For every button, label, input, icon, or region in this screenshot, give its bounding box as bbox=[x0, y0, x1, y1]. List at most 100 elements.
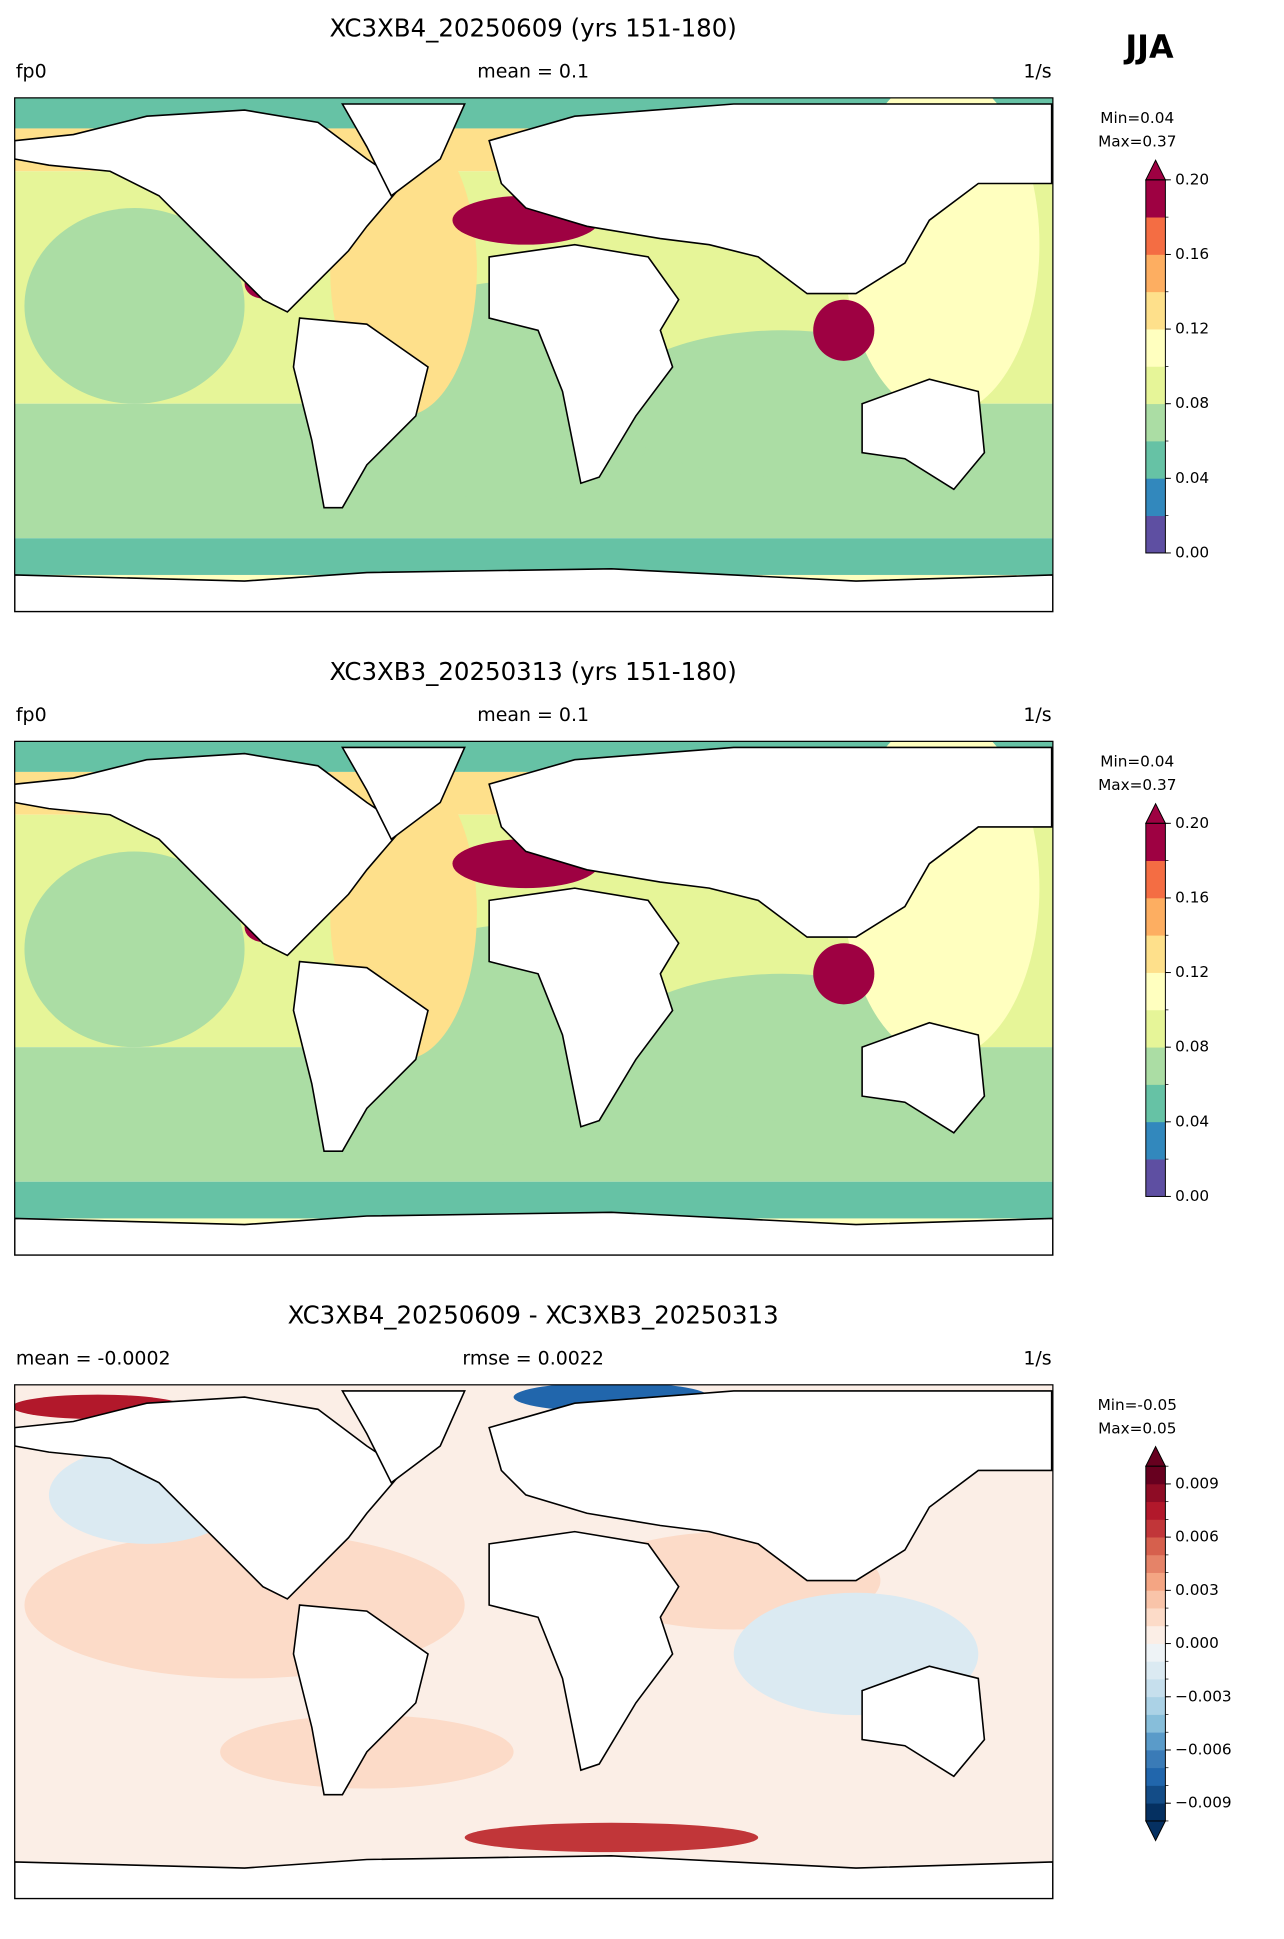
colorbar-tick-label: 0.006 bbox=[1175, 1528, 1219, 1546]
colorbar-segment bbox=[1145, 515, 1166, 554]
colorbar-segment bbox=[1145, 1466, 1166, 1485]
colorbar-segment bbox=[1145, 254, 1166, 293]
colorbar-segment bbox=[1145, 217, 1166, 255]
left-label: fp0 bbox=[16, 61, 47, 83]
colorbar-segment bbox=[1145, 1047, 1166, 1085]
colorbar-tick-label: 0.12 bbox=[1175, 963, 1209, 981]
colorbar-tick-label: 0.04 bbox=[1175, 469, 1209, 487]
right-label: 1/s bbox=[1023, 704, 1051, 726]
colorbar-tick-label: 0.009 bbox=[1175, 1474, 1219, 1492]
colorbar-segment bbox=[1145, 329, 1166, 367]
colorbar-tick-label: 0.00 bbox=[1175, 1187, 1209, 1205]
colorbar-tick-label: 0.16 bbox=[1175, 245, 1209, 263]
map bbox=[14, 97, 1054, 613]
field bbox=[14, 1384, 1053, 1899]
landmass bbox=[14, 1211, 1053, 1256]
colorbar-segment bbox=[1145, 1009, 1166, 1048]
landmass bbox=[14, 568, 1053, 612]
field bbox=[14, 741, 1053, 1256]
field-patch bbox=[24, 851, 245, 1048]
landmass bbox=[488, 103, 1053, 295]
stat-min: Min=0.04 bbox=[1100, 109, 1174, 127]
left-label: fp0 bbox=[16, 704, 47, 726]
colorbar-tick-label: −0.003 bbox=[1175, 1687, 1231, 1705]
stat-min: Min=0.04 bbox=[1100, 753, 1174, 771]
colorbar-segment bbox=[1145, 1501, 1166, 1520]
map bbox=[14, 1384, 1054, 1900]
map bbox=[14, 740, 1054, 1256]
colorbar-segment bbox=[1145, 1121, 1166, 1160]
landmass bbox=[292, 317, 429, 509]
colorbar-tick-label: 0.12 bbox=[1175, 320, 1209, 338]
landmass bbox=[14, 1396, 405, 1600]
stat-min: Min=-0.05 bbox=[1098, 1396, 1177, 1414]
field-patch bbox=[813, 299, 875, 361]
center-label: rmse = 0.0022 bbox=[462, 1348, 604, 1370]
colorbar-segment bbox=[1145, 897, 1166, 936]
colorbar-tick-label: 0.000 bbox=[1175, 1634, 1219, 1652]
panel-title: XC3XB3_20250313 (yrs 151-180) bbox=[329, 657, 736, 686]
landmass bbox=[861, 378, 986, 491]
colorbar-tick-label: 0.20 bbox=[1175, 814, 1209, 832]
map-frame bbox=[14, 740, 1054, 1256]
colorbar-segment bbox=[1145, 1803, 1166, 1822]
landmass bbox=[14, 1855, 1053, 1899]
colorbar-tick-label: 0.16 bbox=[1175, 888, 1209, 906]
colorbar-segment bbox=[1145, 1084, 1166, 1123]
map-frame bbox=[14, 1384, 1054, 1900]
colorbar-segment bbox=[1145, 935, 1166, 973]
panel-title: XC3XB4_20250609 - XC3XB3_20250313 bbox=[288, 1300, 779, 1329]
colorbar-segment bbox=[1145, 1590, 1166, 1609]
colorbar-tick-label: −0.006 bbox=[1175, 1740, 1231, 1758]
center-label: mean = 0.1 bbox=[477, 61, 589, 83]
landmass bbox=[341, 103, 466, 197]
landmass bbox=[488, 1390, 1053, 1582]
field-band bbox=[14, 538, 1053, 575]
field-patch bbox=[813, 943, 875, 1005]
colorbar-segment bbox=[1145, 1554, 1166, 1573]
colorbar-segment bbox=[1145, 823, 1166, 861]
landmass bbox=[488, 1530, 680, 1772]
season-label: JJA bbox=[1123, 29, 1174, 66]
colorbar-segment bbox=[1145, 1732, 1166, 1751]
colorbar-tick-label: 0.04 bbox=[1175, 1112, 1209, 1130]
colorbar-segment bbox=[1145, 1696, 1166, 1715]
stat-max: Max=0.37 bbox=[1098, 776, 1176, 794]
colorbar-segment bbox=[1145, 1483, 1166, 1503]
colorbar-frame bbox=[1145, 1465, 1166, 1822]
colorbar-segment bbox=[1145, 291, 1166, 330]
colorbar-segment bbox=[1145, 1625, 1166, 1644]
colorbar-segment bbox=[1145, 860, 1166, 899]
colorbar-extend-max bbox=[1145, 159, 1167, 181]
stat-max: Max=0.37 bbox=[1098, 132, 1176, 150]
landmass bbox=[292, 960, 429, 1152]
field-band bbox=[14, 1181, 1053, 1219]
colorbar-segment bbox=[1145, 179, 1166, 218]
colorbar-segment bbox=[1145, 1519, 1166, 1538]
colorbar-segment bbox=[1145, 1537, 1166, 1556]
colorbar-segment bbox=[1145, 1572, 1166, 1591]
colorbar-tick-label: 0.003 bbox=[1175, 1581, 1219, 1599]
colorbar-segment bbox=[1145, 478, 1166, 517]
field bbox=[14, 97, 1053, 612]
center-label: mean = 0.1 bbox=[477, 704, 589, 726]
colorbar-segment bbox=[1145, 366, 1166, 405]
colorbar-tick-label: 0.20 bbox=[1175, 170, 1209, 188]
panel-title: XC3XB4_20250609 (yrs 151-180) bbox=[329, 13, 736, 42]
landmass bbox=[861, 1665, 986, 1778]
colorbar-segment bbox=[1145, 1661, 1166, 1680]
colorbar-segment bbox=[1145, 441, 1166, 479]
colorbar-tick-label: 0.08 bbox=[1175, 394, 1209, 412]
landmass bbox=[14, 109, 405, 313]
stat-max: Max=0.05 bbox=[1098, 1419, 1176, 1437]
colorbar-extend-min bbox=[1145, 1820, 1167, 1842]
map-frame bbox=[14, 97, 1054, 613]
landmass bbox=[488, 887, 680, 1128]
colorbar-segment bbox=[1145, 403, 1166, 442]
colorbar-segment bbox=[1145, 1767, 1166, 1786]
colorbar-segment bbox=[1145, 1159, 1166, 1197]
colorbar-frame bbox=[1145, 822, 1166, 1197]
colorbar-frame bbox=[1145, 179, 1166, 554]
colorbar-segment bbox=[1145, 1608, 1166, 1627]
